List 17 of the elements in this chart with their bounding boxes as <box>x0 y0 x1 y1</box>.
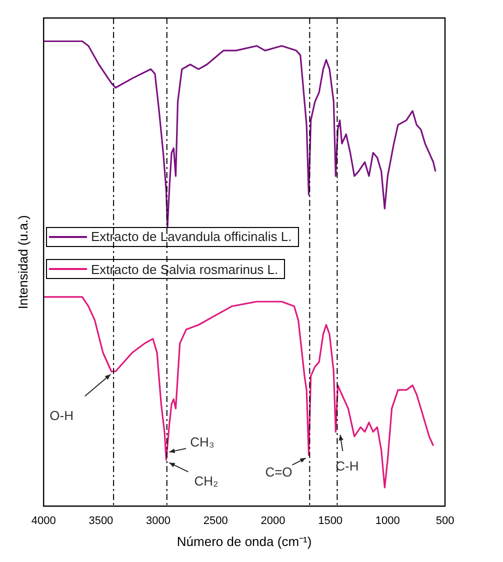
x-tick-label: 1500 <box>318 514 343 527</box>
x-tick-label: 1000 <box>375 514 400 527</box>
x-tick-label: 500 <box>436 514 454 527</box>
annotation: CH₂ <box>194 473 218 488</box>
x-tick-label: 2000 <box>260 514 286 527</box>
x-tick-label: 4000 <box>31 514 56 527</box>
annotation: C-H <box>336 458 359 474</box>
legend-label: Extracto de Salvia rosmarinus L. <box>91 262 278 277</box>
x-tick-label: 2500 <box>203 514 228 527</box>
x-tick-label: 3000 <box>146 514 171 527</box>
y-axis-title: Intensidad (u.a.) <box>15 215 30 310</box>
x-axis-title: Número de onda (cm⁻¹) <box>176 534 312 549</box>
annotation: C=O <box>265 464 292 480</box>
annotation: O-H <box>50 408 74 423</box>
x-tick-label: 3500 <box>88 514 114 527</box>
legend-label: Extracto de Lavandula officinalis L. <box>91 229 292 244</box>
annotation: CH₃ <box>190 434 214 450</box>
